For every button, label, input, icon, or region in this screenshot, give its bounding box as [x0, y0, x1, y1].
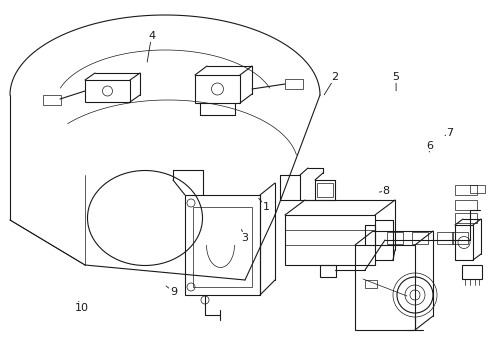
Bar [454, 200, 476, 210]
Bar [285, 79, 303, 89]
Text: 8: 8 [382, 186, 389, 196]
Bar [411, 232, 427, 244]
Bar [454, 225, 472, 260]
Bar [43, 95, 61, 105]
Text: 9: 9 [170, 287, 177, 297]
Text: 2: 2 [331, 72, 338, 82]
Bar [316, 183, 332, 197]
Bar [461, 265, 481, 279]
Bar [184, 195, 260, 295]
Bar [319, 265, 335, 277]
Bar [469, 185, 484, 193]
Text: 3: 3 [241, 233, 247, 243]
Text: 6: 6 [425, 141, 432, 151]
Bar [195, 75, 240, 103]
Text: 7: 7 [446, 128, 452, 138]
Bar [454, 185, 476, 195]
Bar [364, 280, 376, 288]
Bar [386, 232, 402, 244]
Bar [85, 80, 130, 102]
Bar [436, 232, 452, 244]
Bar [354, 245, 414, 330]
Bar [451, 232, 467, 244]
Text: 5: 5 [392, 72, 399, 82]
Bar [285, 215, 374, 265]
Bar [454, 213, 476, 223]
Text: 4: 4 [148, 31, 155, 41]
Text: 10: 10 [75, 303, 89, 313]
Text: 1: 1 [263, 202, 269, 212]
Bar [193, 207, 251, 287]
